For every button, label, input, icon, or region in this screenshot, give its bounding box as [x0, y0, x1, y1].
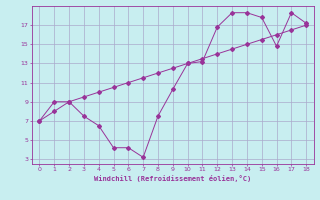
X-axis label: Windchill (Refroidissement éolien,°C): Windchill (Refroidissement éolien,°C) — [94, 175, 252, 182]
